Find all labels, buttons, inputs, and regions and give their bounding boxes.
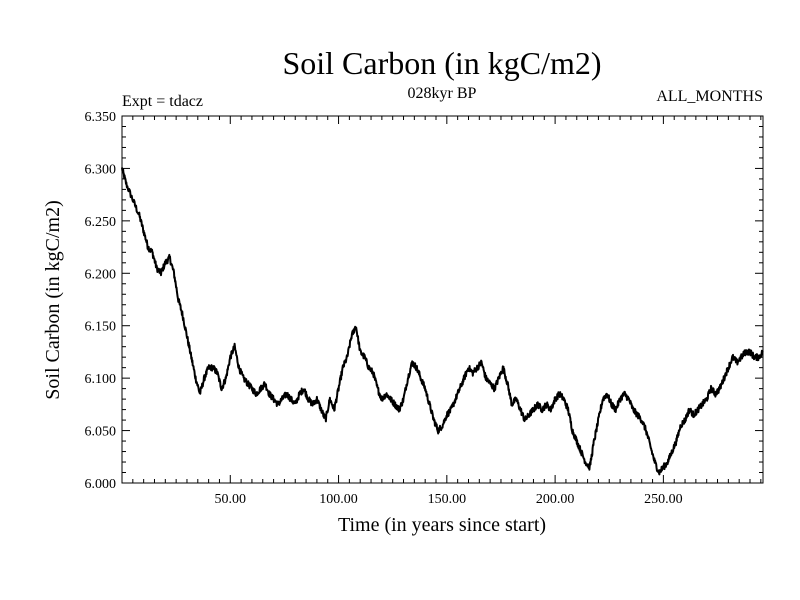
soil-carbon-line — [121, 167, 764, 476]
y-axis-label: Soil Carbon (in kgC/m2) — [42, 200, 64, 399]
y-tick-label: 6.050 — [85, 425, 117, 440]
x-tick-label: 150.00 — [428, 492, 467, 507]
x-tick-label: 100.00 — [319, 492, 358, 507]
y-tick-label: 6.200 — [85, 267, 117, 282]
plot-frame — [121, 115, 764, 484]
x-axis: 50.00 100.00 150.00 200.00 250.00 — [215, 116, 683, 507]
y-tick-label: 6.300 — [85, 162, 117, 177]
y-tick-label: 6.000 — [85, 477, 117, 492]
experiment-label: Expt = tdacz — [122, 93, 203, 110]
x-tick-label: 250.00 — [644, 492, 683, 507]
months-label: ALL_MONTHS — [656, 88, 763, 105]
y-tick-label: 6.150 — [85, 320, 117, 335]
plot-area — [121, 115, 764, 484]
y-tick-label: 6.100 — [85, 372, 117, 387]
y-axis: 6.000 6.050 6.100 6.150 6.200 6.250 6.300 6.350 — [85, 110, 763, 492]
chart-subtitle: 028kyr BP — [408, 85, 477, 102]
minor-ticks — [122, 116, 763, 483]
y-tick-label: 6.350 — [85, 110, 117, 125]
x-tick-label: 200.00 — [536, 492, 575, 507]
chart-title: Soil Carbon (in kgC/m2) — [282, 45, 601, 81]
y-tick-label: 6.250 — [85, 215, 117, 230]
x-tick-label: 50.00 — [215, 492, 247, 507]
x-axis-label: Time (in years since start) — [338, 514, 546, 536]
